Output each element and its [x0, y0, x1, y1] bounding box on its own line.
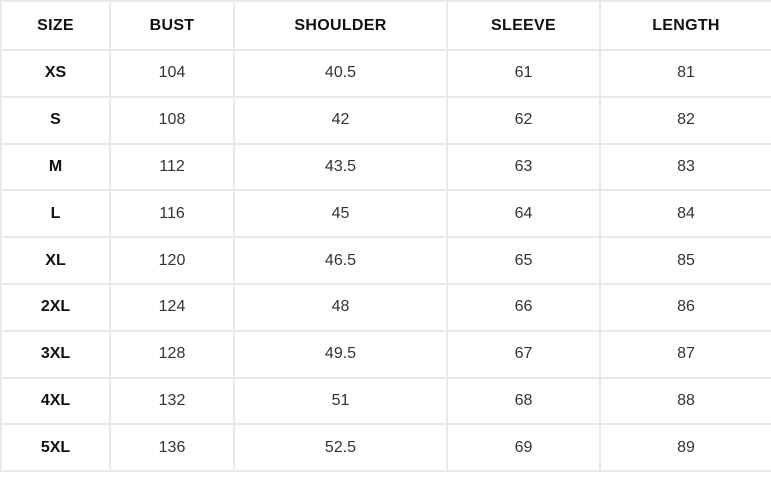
measurement-cell: 136 — [109, 423, 235, 473]
measurement-cell: 112 — [109, 142, 235, 192]
measurement-cell: 104 — [109, 49, 235, 98]
measurement-cell: 51 — [233, 376, 448, 426]
table-body: XS 104 40.5 61 81 S 108 42 62 82 M 112 43.5 63 83 L 116 4… — [0, 49, 771, 473]
column-header-sleeve: SLEEVE — [446, 0, 601, 51]
column-header-shoulder: SHOULDER — [233, 0, 448, 51]
measurement-cell: 52.5 — [233, 423, 448, 473]
measurement-cell: 62 — [446, 95, 601, 145]
measurement-cell: 120 — [109, 236, 235, 285]
measurement-cell: 42 — [233, 95, 448, 145]
size-label: 5XL — [0, 423, 111, 473]
table-row: XL 120 46.5 65 85 — [0, 236, 771, 285]
measurement-cell: 82 — [599, 95, 771, 145]
measurement-cell: 85 — [599, 236, 771, 285]
measurement-cell: 69 — [446, 423, 601, 473]
measurement-cell: 67 — [446, 329, 601, 379]
measurement-cell: 66 — [446, 282, 601, 332]
measurement-cell: 108 — [109, 95, 235, 145]
table-row: 2XL 124 48 66 86 — [0, 282, 771, 332]
column-header-bust: BUST — [109, 0, 235, 51]
measurement-cell: 68 — [446, 376, 601, 426]
size-label: L — [0, 189, 111, 239]
measurement-cell: 49.5 — [233, 329, 448, 379]
measurement-cell: 124 — [109, 282, 235, 332]
table-row: 4XL 132 51 68 88 — [0, 376, 771, 426]
measurement-cell: 65 — [446, 236, 601, 285]
measurement-cell: 46.5 — [233, 236, 448, 285]
table-row: M 112 43.5 63 83 — [0, 142, 771, 192]
size-chart-table: SIZE BUST SHOULDER SLEEVE LENGTH XS 104 40.5 61… — [0, 0, 771, 473]
measurement-cell: 89 — [599, 423, 771, 473]
measurement-cell: 83 — [599, 142, 771, 192]
measurement-cell: 132 — [109, 376, 235, 426]
size-chart: SIZE BUST SHOULDER SLEEVE LENGTH XS 104 40.5 61… — [0, 0, 771, 473]
size-label: 4XL — [0, 376, 111, 426]
measurement-cell: 43.5 — [233, 142, 448, 192]
measurement-cell: 86 — [599, 282, 771, 332]
measurement-cell: 61 — [446, 49, 601, 98]
measurement-cell: 63 — [446, 142, 601, 192]
size-label: M — [0, 142, 111, 192]
size-label: XL — [0, 236, 111, 285]
measurement-cell: 84 — [599, 189, 771, 239]
size-label: XS — [0, 49, 111, 98]
size-label: 3XL — [0, 329, 111, 379]
table-row: 5XL 136 52.5 69 89 — [0, 423, 771, 473]
size-label: S — [0, 95, 111, 145]
measurement-cell: 116 — [109, 189, 235, 239]
table-row: 3XL 128 49.5 67 87 — [0, 329, 771, 379]
measurement-cell: 64 — [446, 189, 601, 239]
measurement-cell: 128 — [109, 329, 235, 379]
column-header-length: LENGTH — [599, 0, 771, 51]
measurement-cell: 87 — [599, 329, 771, 379]
measurement-cell: 40.5 — [233, 49, 448, 98]
size-label: 2XL — [0, 282, 111, 332]
column-header-size: SIZE — [0, 0, 111, 51]
table-row: XS 104 40.5 61 81 — [0, 49, 771, 98]
header-row: SIZE BUST SHOULDER SLEEVE LENGTH — [0, 0, 771, 51]
measurement-cell: 88 — [599, 376, 771, 426]
table-row: S 108 42 62 82 — [0, 95, 771, 145]
table-row: L 116 45 64 84 — [0, 189, 771, 239]
measurement-cell: 48 — [233, 282, 448, 332]
measurement-cell: 45 — [233, 189, 448, 239]
measurement-cell: 81 — [599, 49, 771, 98]
